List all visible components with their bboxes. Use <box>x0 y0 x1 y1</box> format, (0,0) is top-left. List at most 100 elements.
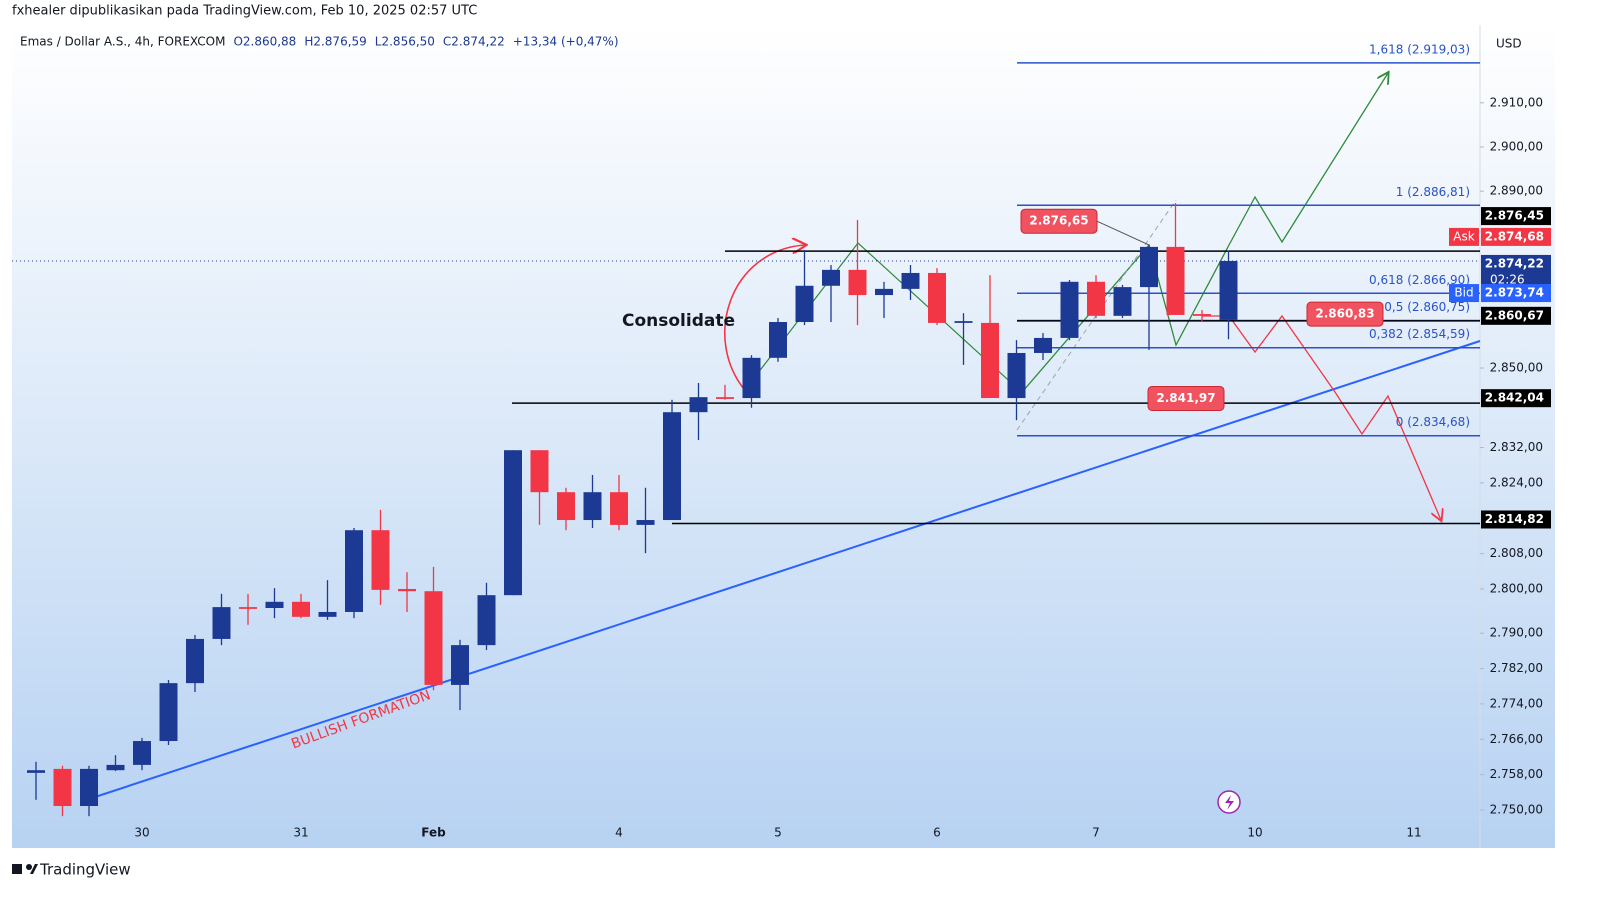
y-tick-label: 2.900,00 <box>1490 139 1543 153</box>
price-tag-label: 2.860,67 <box>1485 308 1544 322</box>
candle-body <box>663 412 681 521</box>
chart-background <box>12 25 1555 848</box>
candles <box>27 203 1238 817</box>
fib-label: 0,618 (2.866,90) <box>1369 273 1470 287</box>
candle-body <box>318 611 337 617</box>
y-tick-label: 2.766,00 <box>1490 732 1543 746</box>
candle-body <box>106 764 125 771</box>
price-tag <box>1481 227 1551 246</box>
y-tick-label: 2.910,00 <box>1490 95 1543 109</box>
y-tick-label: 2.808,00 <box>1490 546 1543 560</box>
price-tag <box>1481 306 1551 325</box>
candle-body <box>1140 246 1158 288</box>
x-tick-label: 30 <box>134 826 149 840</box>
x-tick-label: 7 <box>1092 826 1100 840</box>
candle-body <box>795 285 814 323</box>
symbol: Emas / Dollar A.S., 4h, FOREXCOM <box>20 35 225 49</box>
candle-body <box>1193 314 1211 316</box>
x-tick-label: 31 <box>293 826 308 840</box>
header: fxhealer dipublikasikan pada TradingView… <box>12 4 477 19</box>
tag-box <box>1449 284 1479 303</box>
x-tick-label: Feb <box>421 826 446 840</box>
fib-label: 0,382 (2.854,59) <box>1369 327 1470 341</box>
badge <box>1020 208 1098 234</box>
x-tick-label: 6 <box>933 826 941 840</box>
candle-body <box>1007 352 1026 399</box>
candle-body <box>1166 246 1185 315</box>
y-tick-label: 2.890,00 <box>1490 184 1543 198</box>
ohlc-value: H2.876,59 <box>304 35 366 49</box>
candle-body <box>875 288 893 296</box>
y-tick-label: 2.800,00 <box>1490 581 1543 595</box>
candle-body <box>928 272 946 323</box>
candle-body <box>1034 337 1052 353</box>
candle-body <box>981 322 999 399</box>
candle-body <box>451 645 469 685</box>
currency: USD <box>1496 37 1522 51</box>
y-tick-label: 2.750,00 <box>1490 802 1543 816</box>
candle-body <box>1060 281 1079 338</box>
footer: TradingView <box>39 861 131 879</box>
x-tick-label: 4 <box>615 826 623 840</box>
candle-body <box>239 607 257 609</box>
trend-line <box>94 340 1481 798</box>
price-tag-label: 2.874,68 <box>1485 229 1544 243</box>
candle-body <box>822 269 840 286</box>
fib-label: 0 (2.834,68) <box>1396 415 1470 429</box>
y-tick-label: 2.850,00 <box>1490 360 1543 374</box>
candle-body <box>292 601 310 617</box>
fib-label: 1 (2.886,81) <box>1396 185 1470 199</box>
candle-body <box>504 450 522 596</box>
badge <box>1147 385 1225 411</box>
candle-body <box>80 768 98 807</box>
fib-label: 1,618 (2.919,03) <box>1369 42 1470 56</box>
candle-body <box>1113 287 1132 316</box>
candle-body <box>1219 260 1238 320</box>
ohlc-value: +13,34 (+0,47%) <box>513 35 619 49</box>
badge-pointer <box>1096 220 1150 246</box>
badge <box>1306 301 1384 327</box>
candle-body <box>424 591 443 685</box>
candle-body <box>689 397 708 413</box>
y-tick-label: 2.774,00 <box>1490 696 1543 710</box>
badge-label: 2.860,83 <box>1315 307 1374 321</box>
candle-body <box>610 492 628 525</box>
candle-body <box>345 530 363 612</box>
fib-label: 0,5 (2.860,75) <box>1384 300 1470 314</box>
candle-body <box>557 492 575 521</box>
price-tag-label: 2.873,74 <box>1485 286 1544 300</box>
x-tick-label: 10 <box>1247 826 1262 840</box>
price-tag-label: 2.876,45 <box>1485 209 1544 223</box>
price-tag <box>1481 389 1551 408</box>
alert-bolt <box>1225 795 1234 810</box>
candle-body <box>530 450 549 493</box>
x-tick-label: 11 <box>1406 826 1421 840</box>
annotation: Consolidate <box>622 311 735 331</box>
candle-body <box>901 272 920 289</box>
candle-body <box>265 601 284 608</box>
y-tick-label: 2.824,00 <box>1490 475 1543 489</box>
badge-label: 2.876,65 <box>1029 214 1088 228</box>
candle-body <box>716 397 734 399</box>
candle-body <box>636 520 655 525</box>
y-tick-label: 2.758,00 <box>1490 767 1543 781</box>
x-tick-label: 5 <box>774 826 782 840</box>
candle-body <box>583 492 602 521</box>
price-tag-label: 2.842,04 <box>1485 391 1544 405</box>
tag-label: Bid <box>1454 286 1473 300</box>
candle-body <box>53 768 72 807</box>
candle-body <box>848 269 867 296</box>
tag-label: Ask <box>1453 229 1474 243</box>
countdown: 02:26 <box>1490 272 1525 286</box>
ohlc-value: C2.874,22 <box>443 35 505 49</box>
candle-body <box>371 530 390 590</box>
logo <box>26 864 32 870</box>
y-tick-label: 2.790,00 <box>1490 626 1543 640</box>
bearish-projection <box>1202 314 1441 520</box>
badge-label: 2.841,97 <box>1156 391 1215 405</box>
price-tag <box>1481 207 1551 226</box>
ohlc-value: O2.860,88 <box>233 35 296 49</box>
candle-body <box>477 595 496 646</box>
